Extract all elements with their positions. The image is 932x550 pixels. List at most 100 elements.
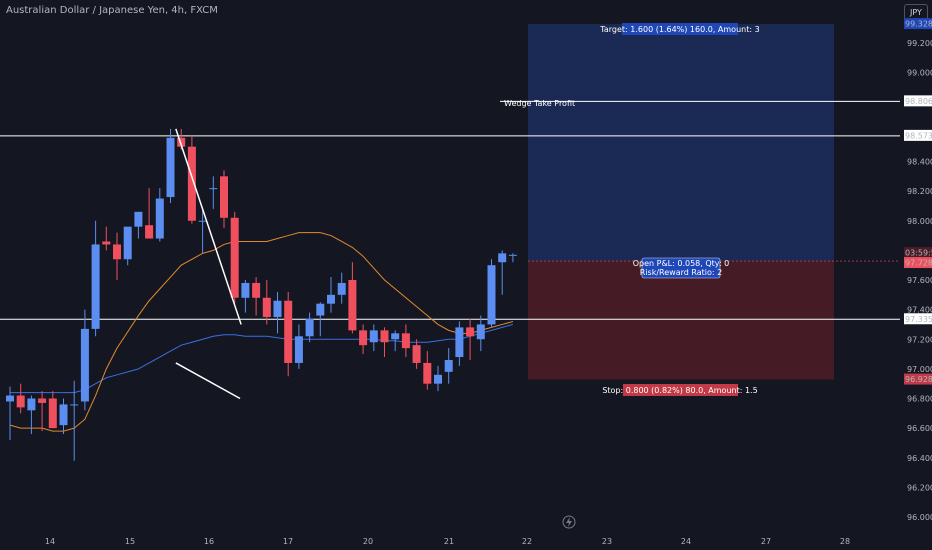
time-tick-label: 22 [522,537,532,546]
candle-body [38,398,47,403]
candle-body [348,280,357,331]
target-label-box [622,23,738,35]
open-pnl-label: Open P&L: 0.058, Qty: 0 [633,259,730,268]
candle [70,380,79,461]
candle [412,339,421,369]
price-tick-label: 97.600 [907,276,932,285]
candle [252,277,261,316]
price-tick-label: 97.335 [905,315,932,324]
candle-body [337,282,346,295]
candle [134,211,143,239]
candle-body [412,345,421,363]
candle [166,128,175,203]
price-tick-label: 97.400 [907,306,932,315]
candle-body [487,265,496,325]
candle [123,226,132,266]
time-tick-label: 20 [363,537,373,546]
candle [38,391,47,432]
time-tick-label: 15 [125,537,135,546]
candle-body [434,374,442,384]
price-badge [904,129,932,141]
candle-body [444,359,453,372]
time-tick-label: 23 [602,537,612,546]
candle-body [252,282,261,298]
candle [305,312,314,343]
price-tick-label: 97.728 [905,259,932,268]
chart-title: Australian Dollar / Japanese Yen, 4h, FX… [6,5,218,16]
candle [294,324,303,369]
candle [327,277,335,313]
price-badge [904,257,932,269]
candle [423,351,432,390]
candle-body [155,198,164,239]
price-tick-label: 99.000 [907,69,932,78]
candle [369,324,378,352]
price-tick-label: 98.000 [907,217,932,226]
candle [145,188,154,239]
wedge-lower-line [175,362,241,400]
candle-body [380,330,389,343]
candle-body [284,300,293,363]
candle [284,291,293,377]
candle [48,391,57,429]
price-axis: 99.328 99.200 99.000 98.806 98.573 98.400 98.2… [904,18,932,522]
replay-icon[interactable] [562,515,576,529]
candle [59,398,68,435]
price-tick-label: 97.000 [907,365,932,374]
price-tick-label: 99.328 [905,20,932,29]
price-badge [904,95,932,107]
price-badge [904,313,932,325]
candle [455,321,464,366]
candle-body [177,137,186,147]
time-tick-label: 27 [761,537,771,546]
price-badge [904,18,932,30]
price-tick-label: 96.200 [907,483,932,492]
candle [273,291,282,334]
candle-body [134,211,143,227]
candle-body [316,303,325,316]
time-tick-label: 24 [681,537,691,546]
candle-body [305,318,314,337]
candle [487,259,496,328]
price-tick-label: 98.573 [905,131,932,140]
lightning-icon [566,517,572,527]
price-tick-label: 99.200 [907,39,932,48]
candle [498,250,507,295]
price-badge [904,247,932,259]
candle-body [262,297,271,318]
time-tick-label: 16 [204,537,214,546]
candle [80,309,89,411]
candle [113,232,121,280]
candle-body [102,241,111,245]
candle-body [209,188,218,190]
candle-body [220,176,228,218]
price-tick-label: 97.200 [907,335,932,344]
candle-body [369,330,378,343]
price-tick-label: 98.806 [905,97,932,106]
risk-reward-label: Risk/Reward Ratio: 2 [640,268,722,277]
candle [348,262,357,334]
candle [220,170,228,229]
candle [155,188,164,242]
candle-body [6,395,14,402]
candle-body [391,333,400,340]
stop-label-box [623,384,738,396]
candle-body [273,300,282,318]
candle [27,395,36,435]
position-zones [528,24,834,380]
price-badge [904,373,932,385]
moving-averages [9,232,514,432]
candle-body [16,395,25,408]
candle-body [123,226,132,260]
candle [241,280,250,313]
price-tick-label: 96.000 [907,513,932,522]
slow-moving-average [10,323,514,394]
candle [466,318,475,360]
candle-body [27,398,36,411]
candle [337,272,346,304]
candle-body [327,294,335,304]
candle-body [145,225,154,239]
candle [444,348,453,384]
pnl-box [641,257,721,279]
